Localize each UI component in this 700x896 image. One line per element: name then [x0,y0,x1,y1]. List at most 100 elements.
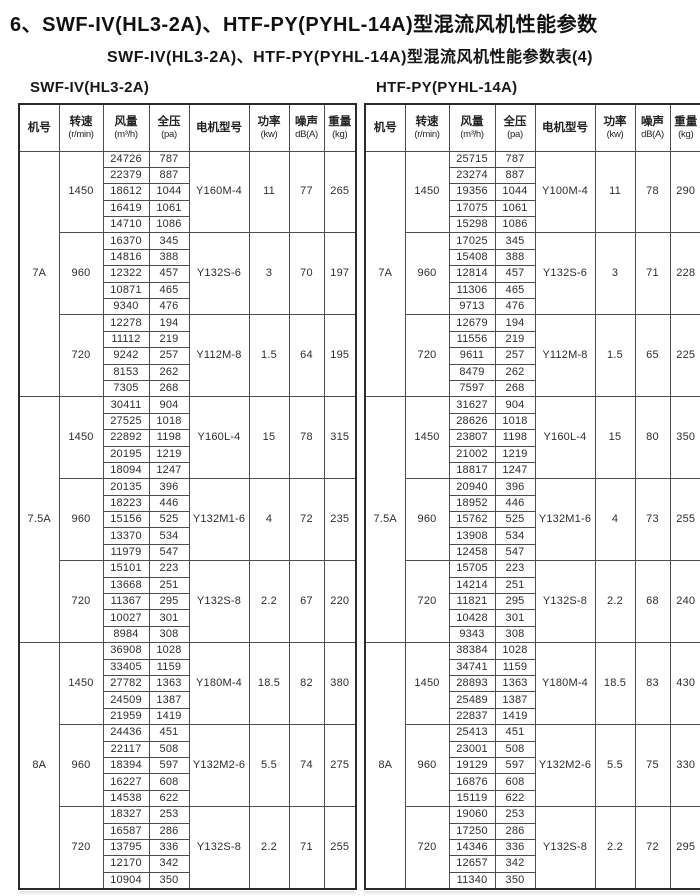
airflow-cell: 20135 [102,478,150,496]
speed-cell: 960 [58,232,104,316]
table-row: 10904 350 [19,871,356,890]
airflow-cell: 8153 [102,363,150,381]
table-row: 22379 887 [19,166,356,185]
pressure-cell: 262 [494,363,536,381]
table-row: 23807 1198 [365,429,700,447]
airflow-cell: 15762 [448,511,496,529]
table-row: 11112 219 [19,330,356,349]
airflow-cell: 27782 [102,674,150,693]
pressure-cell: 457 [494,265,536,283]
weight-cell: 225 [669,314,700,398]
airflow-cell: 22117 [102,740,150,758]
column-header: 机号 [18,103,60,152]
speed-cell: 960 [404,724,450,808]
pressure-cell: 547 [494,543,536,562]
table-row: 25489 1387 [365,691,700,709]
motor-cell: Y132S-8 [188,560,250,644]
pressure-cell: 345 [494,232,536,250]
pressure-cell: 342 [148,855,190,873]
pressure-cell: 887 [494,166,536,185]
airflow-cell: 36908 [102,642,150,660]
motor-cell: Y132S-8 [534,560,596,644]
table-row: 8984 308 [19,625,356,644]
table-row: 20195 1219 [19,445,356,463]
table-row: 18223 446 [19,494,356,513]
noise-cell: 72 [634,806,671,890]
table-block-swf: SWF-IV(HL3-2A) 机号 转速 (r/min) 风量 (m³/h) 全压 (pa)… [18,77,357,896]
power-cell: 5.5 [594,724,636,808]
table-label-htf: HTF-PY(PYHL-14A) [376,79,518,96]
power-cell: 15 [594,396,636,480]
motor-cell: Y132M2-6 [534,724,596,808]
airflow-cell: 14214 [448,576,496,595]
pressure-cell: 1159 [494,658,536,677]
airflow-cell: 33405 [102,658,150,677]
pressure-cell: 1028 [494,642,536,660]
pressure-cell: 1247 [494,461,536,480]
table-row: 960 20135 396 Y132M1-6 4 72 235 [19,478,357,562]
table-row: 8153 262 [19,363,356,381]
column-header: 全压 (pa) [494,103,536,152]
machine-cell: 7.5A [364,396,406,644]
pressure-cell: 608 [148,773,190,791]
pressure-cell: 608 [494,773,536,791]
table-row: 12657 342 [365,855,700,873]
pressure-cell: 1044 [494,183,536,201]
pressure-cell: 597 [494,756,536,775]
pressure-cell: 547 [148,543,190,562]
airflow-cell: 12322 [102,265,150,283]
airflow-cell: 11306 [448,281,496,300]
pressure-cell: 476 [148,298,190,316]
pressure-cell: 1028 [148,642,190,660]
table-row: 720 15101 223 Y132S-8 2.2 67 220 [19,560,357,644]
table-row: 7A 1450 24726 787 Y160M-4 11 77 265 [18,150,357,398]
pressure-cell: 1247 [148,461,190,480]
column-header: 功率 (kw) [248,103,290,152]
noise-cell: 75 [634,724,671,808]
pressure-cell: 1061 [148,199,190,218]
table-row: 960 24436 451 Y132M2-6 5.5 74 275 [19,724,357,808]
table-row: 11979 547 [19,543,356,562]
airflow-cell: 23001 [448,740,496,758]
airflow-cell: 18612 [102,183,150,201]
column-header: 电机型号 [534,103,596,152]
airflow-cell: 22837 [448,707,496,726]
pressure-cell: 301 [148,609,190,627]
scan-shadow [364,890,700,896]
weight-cell: 235 [323,478,357,562]
pressure-cell: 251 [148,576,190,595]
airflow-cell: 20195 [102,445,150,463]
pressure-cell: 525 [148,511,190,529]
table-row: 12170 342 [19,855,356,873]
airflow-cell: 21002 [448,445,496,463]
airflow-cell: 8479 [448,363,496,381]
table-row: 720 12679 194 Y112M-8 1.5 65 225 [365,314,700,398]
weight-cell: 350 [669,396,700,480]
column-header: 转速 (r/min) [58,103,104,152]
table-row: 14214 251 [365,576,700,595]
airflow-cell: 19129 [448,756,496,775]
column-header: 风量 (m³/h) [102,103,150,152]
motor-cell: Y160M-4 [188,150,250,234]
pressure-cell: 534 [494,527,536,545]
airflow-cell: 13668 [102,576,150,595]
airflow-cell: 28626 [448,412,496,431]
pressure-cell: 301 [494,609,536,627]
pressure-cell: 1018 [494,412,536,431]
table-row: 7.5A 1450 30411 904 Y160L-4 15 78 315 [18,396,357,644]
airflow-cell: 12278 [102,314,150,332]
airflow-cell: 14346 [448,838,496,857]
weight-cell: 265 [323,150,357,234]
table-row: 21959 1419 [19,707,356,726]
column-header: 噪声 dB(A) [288,103,325,152]
noise-cell: 83 [634,642,671,726]
airflow-cell: 22379 [102,166,150,185]
airflow-cell: 12679 [448,314,496,332]
speed-cell: 960 [58,478,104,562]
power-cell: 11 [248,150,290,234]
table-row: 15408 388 [365,248,700,267]
noise-cell: 65 [634,314,671,398]
pressure-cell: 308 [494,625,536,644]
pressure-cell: 1363 [494,674,536,693]
